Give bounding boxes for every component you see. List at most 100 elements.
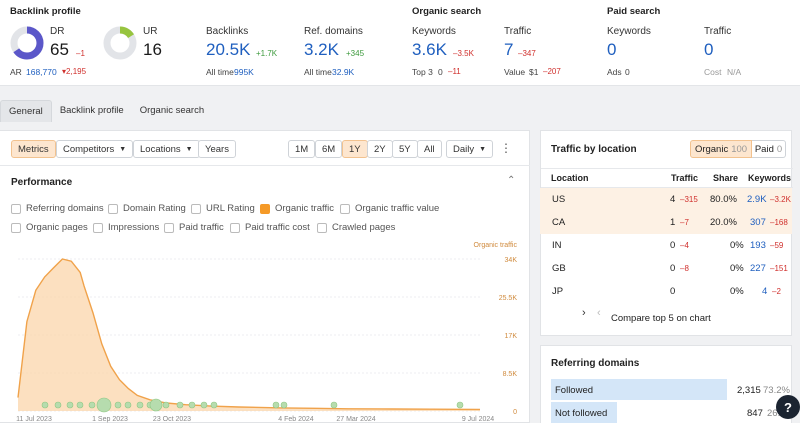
org-traffic-value[interactable]: 7 — [504, 40, 514, 59]
chevron-left-icon[interactable]: ‹ — [597, 307, 601, 319]
divider — [541, 168, 793, 169]
check-organic-traffic-value[interactable]: Organic traffic value — [340, 203, 439, 214]
ads-value: 0 — [625, 67, 630, 77]
check-label: Organic traffic — [275, 203, 334, 214]
col-keywords: Keywords — [748, 173, 792, 183]
row-location: GB — [552, 263, 566, 274]
row-keywords[interactable]: 193 — [750, 240, 766, 251]
event-marker-icon — [188, 401, 196, 409]
paid-toggle[interactable]: Paid 0 — [752, 140, 786, 158]
row-keywords[interactable]: 227 — [750, 263, 766, 274]
collapse-icon[interactable]: ⌃ — [507, 175, 516, 186]
chevron-down-icon: ▼ — [185, 145, 193, 153]
check-impressions[interactable]: Impressions — [93, 222, 159, 233]
check-url-rating[interactable]: URL Rating — [191, 203, 255, 214]
checkbox-icon — [230, 222, 240, 233]
check-label: Organic traffic value — [355, 203, 440, 214]
referring-title: Referring domains — [551, 358, 640, 369]
performance-title: Performance — [11, 177, 73, 188]
more-options-icon[interactable]: ⋮ — [500, 141, 512, 155]
y-tick-label: 8.5K — [503, 371, 518, 378]
table-row[interactable]: IN 0 –4 0% 193 –59 — [540, 234, 792, 257]
organic-toggle[interactable]: Organic 100 — [690, 140, 752, 158]
report-tabs: General Backlink profile Organic search — [0, 100, 212, 122]
paid-traffic-value[interactable]: 0 — [704, 40, 714, 59]
check-label: Referring domains — [26, 203, 104, 214]
dr-value[interactable]: 65 — [50, 40, 69, 59]
row-traffic: 1 — [670, 217, 676, 228]
backlink-profile-title: Backlink profile — [10, 6, 81, 17]
x-tick-label: 9 Jul 2024 — [462, 416, 494, 423]
competitors-dropdown[interactable]: Competitors ▼ — [56, 140, 134, 158]
cost-value: N/A — [727, 67, 742, 77]
ar-value[interactable]: 168,770 — [26, 67, 57, 77]
row-location: CA — [552, 217, 566, 228]
row-traffic-change: –7 — [680, 218, 689, 227]
check-label: Crawled pages — [332, 222, 396, 233]
org-keywords-value[interactable]: 3.6K — [412, 40, 447, 59]
table-row[interactable]: US 4 –315 80.0% 2.9K –3.2K — [540, 188, 792, 211]
paid-traffic-label: Traffic — [704, 26, 732, 37]
interval-dropdown[interactable]: Daily ▼ — [446, 140, 494, 158]
organic-toggle-label: Organic — [694, 143, 729, 155]
check-crawled-pages[interactable]: Crawled pages — [317, 222, 395, 233]
table-row[interactable]: GB 0 –8 0% 227 –151 — [540, 257, 792, 280]
overview-header: Backlink profile DR 65 –1 AR 168,770 ▾2,… — [0, 0, 800, 86]
check-paid-traffic-cost[interactable]: Paid traffic cost — [230, 222, 310, 233]
divider — [0, 165, 530, 166]
event-marker-icon — [114, 401, 122, 409]
table-row[interactable]: CA 1 –7 20.0% 307 –168 — [540, 211, 792, 234]
check-organic-traffic[interactable]: Organic traffic — [260, 203, 334, 214]
paid-keywords-value[interactable]: 0 — [607, 40, 617, 59]
row-keywords[interactable]: 307 — [750, 217, 766, 228]
row-keywords[interactable]: 2.9K — [747, 194, 767, 205]
paid-toggle-label: Paid — [754, 143, 774, 155]
table-row[interactable]: JP 0 0% 4 –2 — [540, 280, 792, 303]
locations-label: Locations — [140, 143, 181, 155]
row-keywords-change: –59 — [770, 241, 784, 250]
checkbox-icon — [108, 203, 118, 214]
followed-label[interactable]: Followed — [555, 385, 594, 396]
ar-label: AR — [10, 67, 22, 77]
dr-label: DR — [50, 26, 65, 37]
ur-label: UR — [143, 26, 158, 37]
next-icon[interactable]: › — [582, 307, 586, 319]
x-tick-label: 23 Oct 2023 — [153, 416, 191, 423]
chevron-down-icon: ▼ — [119, 145, 127, 153]
years-button[interactable]: Years — [198, 140, 236, 158]
row-traffic-change: –315 — [680, 195, 698, 204]
check-organic-pages[interactable]: Organic pages — [11, 222, 88, 233]
event-marker-icon — [456, 401, 464, 409]
tab-general[interactable]: General — [0, 100, 52, 122]
help-icon[interactable]: ? — [776, 395, 800, 419]
cost-label: Cost — [704, 67, 722, 77]
not-followed-label[interactable]: Not followed — [555, 408, 608, 419]
check-domain-rating[interactable]: Domain Rating — [108, 203, 186, 214]
organic-search-title: Organic search — [412, 6, 482, 17]
check-referring-domains[interactable]: Referring domains — [11, 203, 104, 214]
range-5y[interactable]: 5Y — [392, 140, 418, 158]
tab-organic-search[interactable]: Organic search — [139, 105, 205, 116]
range-2y[interactable]: 2Y — [367, 140, 393, 158]
not-followed-value[interactable]: 847 — [747, 408, 763, 419]
org-keywords-change: –3.5K — [453, 49, 474, 58]
backlinks-alltime[interactable]: 995K — [234, 67, 254, 77]
range-6m[interactable]: 6M — [315, 140, 343, 158]
backlinks-value[interactable]: 20.5K — [206, 40, 251, 59]
check-paid-traffic[interactable]: Paid traffic — [164, 222, 224, 233]
organic-toggle-count: 100 — [731, 143, 748, 155]
refdomains-alltime[interactable]: 32.9K — [332, 67, 355, 77]
row-keywords[interactable]: 4 — [762, 286, 768, 297]
organic-traffic-chart[interactable]: 0 8.5K 17K 25.5K 34K Organic traffic 11 Jul 20… — [0, 241, 530, 423]
tab-backlink-profile[interactable]: Backlink profile — [59, 105, 124, 116]
ur-value[interactable]: 16 — [143, 40, 162, 59]
followed-value[interactable]: 2,315 — [737, 385, 761, 396]
locations-dropdown[interactable]: Locations ▼ — [133, 140, 200, 158]
event-marker-icon — [210, 401, 218, 409]
metrics-button[interactable]: Metrics — [11, 140, 56, 158]
range-1y[interactable]: 1Y — [342, 140, 368, 158]
range-1m[interactable]: 1M — [288, 140, 316, 158]
compare-link[interactable]: Compare top 5 on chart — [611, 313, 711, 324]
range-all[interactable]: All — [417, 140, 442, 158]
refdomains-value[interactable]: 3.2K — [304, 40, 339, 59]
